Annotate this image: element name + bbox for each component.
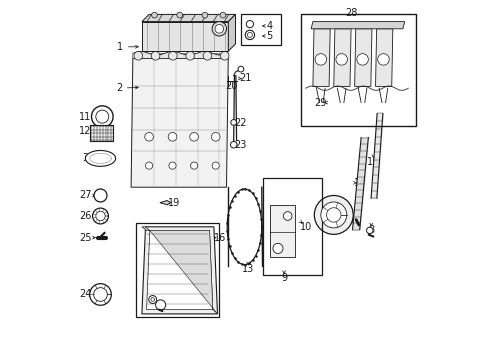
Text: 3: 3 (82, 153, 88, 163)
Text: 28: 28 (345, 8, 357, 18)
Polygon shape (375, 29, 392, 86)
Circle shape (185, 51, 194, 60)
Circle shape (215, 24, 223, 33)
Circle shape (314, 195, 352, 234)
Text: 10: 10 (299, 222, 311, 232)
Circle shape (220, 51, 228, 60)
Bar (301, 14, 415, 126)
Circle shape (168, 162, 176, 169)
Circle shape (326, 208, 340, 222)
Polygon shape (149, 230, 217, 314)
Bar (136, 223, 219, 317)
Text: 25: 25 (79, 233, 91, 243)
Circle shape (96, 211, 105, 221)
Circle shape (189, 132, 198, 141)
Text: 8: 8 (367, 225, 373, 235)
Circle shape (91, 106, 113, 127)
Polygon shape (310, 22, 404, 29)
Circle shape (246, 21, 253, 28)
Circle shape (151, 51, 160, 60)
Polygon shape (146, 230, 212, 310)
Bar (241, 14, 280, 45)
Circle shape (145, 162, 152, 169)
Text: 13: 13 (242, 264, 254, 274)
Circle shape (230, 120, 236, 125)
Circle shape (177, 12, 182, 18)
Text: 5: 5 (266, 31, 272, 41)
Polygon shape (333, 29, 350, 86)
Polygon shape (228, 14, 235, 51)
Text: 9: 9 (281, 273, 286, 283)
Circle shape (335, 54, 347, 65)
Circle shape (238, 66, 244, 72)
Circle shape (211, 132, 220, 141)
Polygon shape (142, 227, 217, 314)
Text: 23: 23 (234, 140, 246, 150)
Text: 11: 11 (79, 112, 91, 122)
Polygon shape (160, 201, 170, 205)
Circle shape (366, 227, 372, 234)
Circle shape (92, 208, 108, 224)
Circle shape (89, 284, 111, 305)
Polygon shape (312, 29, 329, 86)
Circle shape (134, 51, 142, 60)
Circle shape (377, 54, 388, 65)
Text: 26: 26 (79, 211, 91, 221)
Text: 19: 19 (168, 198, 180, 208)
Polygon shape (85, 150, 115, 166)
Polygon shape (131, 54, 228, 187)
Text: 17: 17 (173, 302, 185, 312)
Circle shape (190, 162, 197, 169)
Text: 7: 7 (348, 215, 355, 225)
Polygon shape (354, 29, 371, 86)
Circle shape (220, 12, 225, 18)
Text: 29: 29 (313, 98, 325, 108)
Text: 1: 1 (117, 42, 123, 52)
Text: 24: 24 (79, 289, 91, 300)
Circle shape (155, 300, 165, 310)
Circle shape (94, 189, 107, 202)
Circle shape (96, 110, 108, 123)
Circle shape (94, 288, 107, 301)
Text: 12: 12 (79, 126, 91, 136)
Circle shape (202, 12, 207, 18)
Text: 16: 16 (213, 233, 225, 243)
Polygon shape (142, 22, 228, 51)
Circle shape (247, 32, 252, 37)
Bar (89, 125, 113, 141)
Circle shape (168, 132, 177, 141)
Text: 22: 22 (233, 118, 246, 128)
Text: 27: 27 (79, 190, 91, 201)
Text: 15: 15 (366, 157, 379, 167)
Circle shape (320, 202, 346, 228)
Circle shape (212, 162, 219, 169)
Circle shape (272, 243, 283, 253)
Bar (263, 178, 321, 275)
Circle shape (230, 141, 237, 148)
Polygon shape (142, 227, 149, 230)
Circle shape (212, 22, 226, 36)
Circle shape (283, 212, 291, 220)
Text: 4: 4 (266, 21, 272, 31)
Circle shape (168, 51, 177, 60)
Circle shape (151, 298, 154, 301)
Circle shape (144, 132, 153, 141)
Circle shape (203, 51, 211, 60)
Text: 14: 14 (353, 178, 365, 188)
Polygon shape (142, 14, 235, 22)
Text: 21: 21 (239, 73, 251, 84)
Text: 6: 6 (330, 201, 336, 211)
Circle shape (151, 12, 157, 18)
Circle shape (356, 54, 367, 65)
Polygon shape (270, 205, 294, 257)
Circle shape (244, 30, 254, 40)
Text: 20: 20 (225, 81, 238, 91)
Text: 2: 2 (116, 83, 122, 93)
Circle shape (314, 54, 326, 65)
Text: 18: 18 (151, 292, 163, 302)
Circle shape (148, 296, 156, 303)
